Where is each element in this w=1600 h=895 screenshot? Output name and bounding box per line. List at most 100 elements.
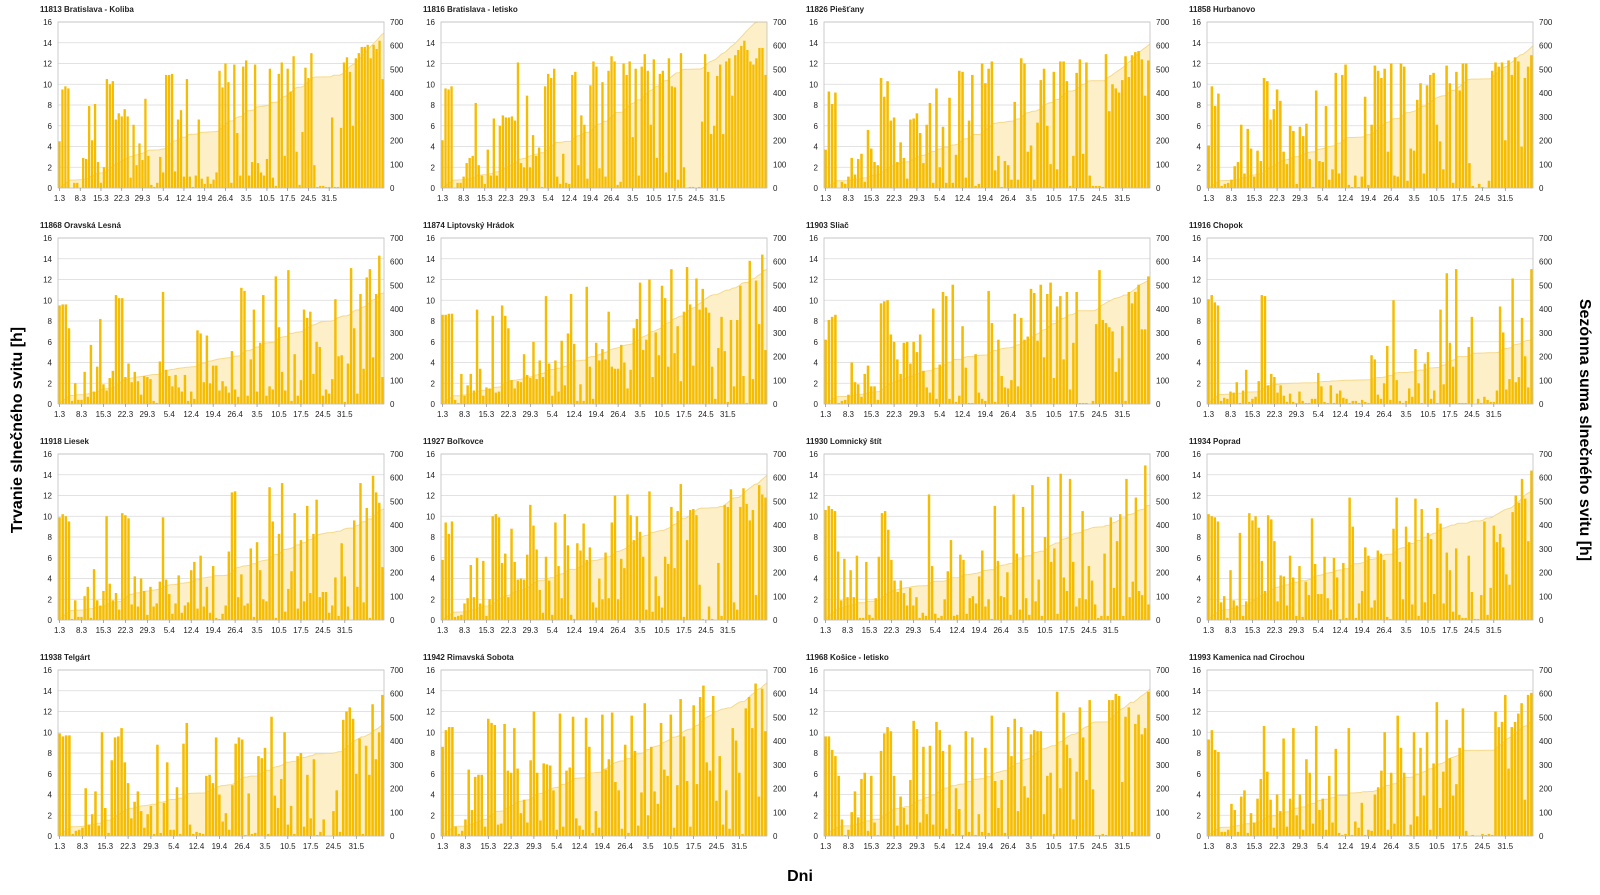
bar [610,712,614,836]
x-tick-label: 5.4 [1317,842,1329,851]
x-tick-label: 26.4 [617,842,633,851]
bar [700,121,704,188]
bar [649,124,652,188]
bar [133,576,137,620]
bar [594,811,598,836]
bar [987,68,990,188]
y2-tick-label: 100 [773,592,787,601]
cumulative-line [443,268,768,403]
x-tick-label: 24.5 [1092,194,1108,203]
bar [544,296,548,404]
bar [82,157,85,188]
x-tick-label: 5.4 [551,842,563,851]
y2-tick-label: 500 [1539,497,1553,506]
bar [1101,186,1104,188]
bar [1016,386,1020,404]
bar [237,597,240,620]
bar [277,73,280,189]
bar [692,508,695,620]
bar [1402,66,1406,188]
y-tick-label: 8 [48,101,53,110]
bar [1049,772,1052,836]
x-tick-label: 5.4 [547,626,559,635]
bar [472,597,476,620]
bar [688,304,692,404]
bar [588,746,591,836]
x-tick-label: 5.4 [164,410,176,419]
bar [378,40,381,189]
x-tick-label: 31.5 [1498,194,1514,203]
y2-tick-label: 700 [390,234,404,243]
bar [937,617,940,620]
cumulative-line [443,21,767,188]
bar [1513,57,1517,188]
bar [713,125,716,188]
bar [1055,169,1059,188]
y-tick-label: 12 [1192,60,1201,69]
bar [728,58,731,189]
x-tick-label: 29.3 [909,842,925,851]
y-tick-label: 8 [431,533,436,542]
bar [938,364,941,404]
bar [856,158,860,188]
bar [646,70,649,188]
y2-tick-label: 500 [1156,281,1170,290]
bar [1275,89,1279,188]
bar [876,834,880,836]
bar [598,168,601,188]
bar [679,53,683,189]
bar [1081,402,1085,404]
y2-tick-label: 600 [1156,690,1170,699]
bar [277,533,281,620]
y-tick-label: 4 [431,359,436,368]
bar [165,762,169,836]
bar [578,825,581,837]
bar [378,255,381,404]
bar [551,614,554,620]
bar [534,155,538,188]
bar [987,599,990,620]
y2-tick-label: 300 [1156,761,1170,770]
bar [68,735,71,836]
bar [1128,597,1131,620]
bar [827,91,831,188]
bar [1256,150,1259,188]
bar [1354,617,1358,620]
bar [1530,470,1533,620]
bar [171,613,174,620]
bar [637,175,640,188]
bar [1254,516,1257,620]
bar [179,110,183,188]
bar [714,398,717,404]
x-tick-label: 29.3 [140,626,156,635]
plot-frame [823,21,1151,189]
bar [1389,63,1393,188]
y-tick-label: 16 [1192,666,1201,675]
bar [280,371,284,404]
bar [161,291,165,404]
bar [961,326,964,404]
bar [1257,381,1260,404]
bar [1432,763,1435,837]
bar [563,514,567,620]
bar [205,586,209,620]
bar [212,179,215,188]
bar [1291,577,1295,620]
bar [722,134,725,188]
bar [1055,691,1059,836]
y-tick-label: 12 [1192,276,1201,285]
bar [214,737,218,836]
bar [519,163,523,188]
bar [1508,584,1511,620]
y2-tick-label: 600 [1156,474,1170,483]
bar [915,729,919,836]
plot-frame [440,237,768,405]
y2-tick-label: 400 [1539,521,1553,530]
bar [111,600,115,620]
bar [159,832,162,836]
x-tick-label: 10.5 [1046,410,1062,419]
bar [1101,319,1104,404]
bar [280,483,284,620]
bar [159,156,162,189]
bar [980,831,984,836]
